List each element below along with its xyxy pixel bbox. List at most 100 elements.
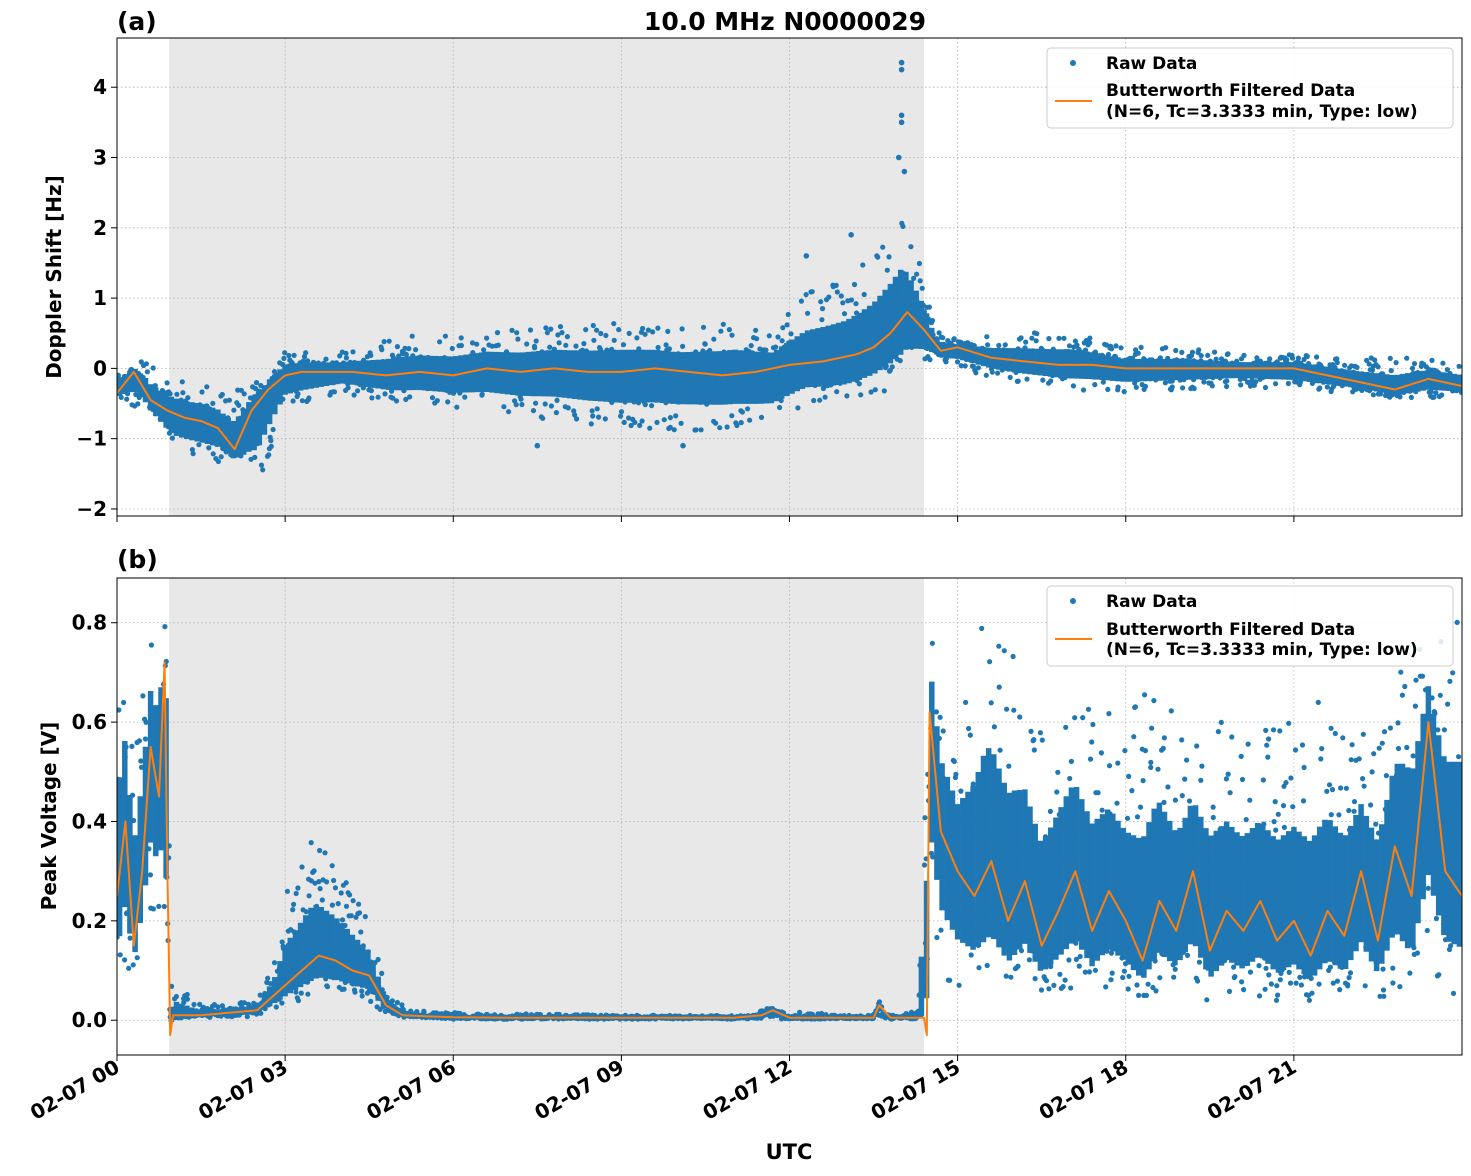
raw-data-point <box>1057 972 1062 977</box>
raw-data-point <box>621 342 626 347</box>
raw-data-point <box>581 341 586 346</box>
raw-data-point <box>984 334 989 339</box>
raw-data-point <box>1397 394 1402 399</box>
raw-data-point <box>413 347 418 352</box>
raw-data-point <box>1286 721 1291 726</box>
raw-data-point <box>920 286 925 291</box>
raw-data-point <box>780 338 785 343</box>
raw-data-point <box>914 272 919 277</box>
raw-data-point <box>590 413 595 418</box>
raw-data-point <box>519 402 524 407</box>
figure-title: 10.0 MHz N0000029 <box>644 7 926 36</box>
raw-data-point <box>589 421 594 426</box>
raw-data-point <box>767 333 772 338</box>
raw-data-point <box>272 960 277 965</box>
raw-data-point <box>1081 387 1086 392</box>
raw-data-point <box>1229 734 1234 739</box>
raw-data-point <box>1266 736 1271 741</box>
raw-data-point <box>938 928 943 933</box>
raw-data-point <box>1407 971 1412 976</box>
raw-data-point <box>1099 750 1104 755</box>
raw-data-point <box>1032 747 1037 752</box>
raw-data-point <box>627 331 632 336</box>
raw-data-point <box>210 401 215 406</box>
raw-data-point <box>199 389 204 394</box>
raw-data-point <box>305 992 310 997</box>
raw-data-point <box>1048 964 1053 969</box>
raw-data-point <box>1415 950 1420 955</box>
raw-data-point <box>1272 819 1277 824</box>
raw-data-point <box>1328 965 1333 970</box>
raw-data-point <box>656 345 661 350</box>
raw-data-point <box>211 451 216 456</box>
raw-data-point <box>820 306 825 311</box>
raw-data-point <box>718 329 723 334</box>
raw-data-point <box>122 957 127 962</box>
raw-data-point <box>116 373 121 378</box>
raw-data-point <box>996 644 1001 649</box>
raw-data-point <box>274 1004 279 1009</box>
raw-data-point <box>309 840 314 845</box>
raw-data-point <box>672 427 677 432</box>
raw-data-point <box>1046 336 1051 341</box>
raw-data-point <box>1092 382 1097 387</box>
raw-data-point <box>1389 368 1394 373</box>
raw-data-point <box>1357 756 1362 761</box>
raw-data-point <box>1180 793 1185 798</box>
raw-data-point <box>1327 782 1332 787</box>
raw-data-point <box>1211 805 1216 810</box>
raw-data-point <box>445 399 450 404</box>
raw-data-point <box>786 312 791 317</box>
legend-a-raw-label: Raw Data <box>1106 54 1197 74</box>
raw-data-point <box>339 890 344 895</box>
raw-data-point <box>320 897 325 902</box>
raw-data-point <box>1173 798 1178 803</box>
raw-data-point <box>285 889 290 894</box>
raw-data-point <box>254 380 259 385</box>
raw-data-point <box>1352 799 1357 804</box>
raw-data-point <box>1440 361 1445 366</box>
legend-a-filtered-params: (N=6, Tc=3.3333 min, Type: low) <box>1106 102 1418 122</box>
raw-data-point <box>151 365 156 370</box>
raw-data-point <box>1165 784 1170 789</box>
raw-data-point <box>1263 966 1268 971</box>
raw-data-point <box>1372 357 1377 362</box>
raw-data-point <box>596 415 601 420</box>
raw-data-point <box>740 409 745 414</box>
raw-data-point <box>1239 754 1244 759</box>
raw-data-point <box>941 728 946 733</box>
raw-data-point <box>632 420 637 425</box>
raw-data-point <box>145 369 150 374</box>
raw-data-point <box>196 442 201 447</box>
raw-data-point <box>817 398 822 403</box>
raw-data-point <box>1305 354 1310 359</box>
raw-data-point <box>979 626 984 631</box>
raw-data-point <box>459 343 464 348</box>
raw-data-point <box>1069 759 1074 764</box>
raw-data-point <box>165 380 170 385</box>
raw-data-point <box>885 268 890 273</box>
raw-data-point <box>1173 967 1178 972</box>
raw-data-point <box>532 345 537 350</box>
raw-data-point <box>1195 978 1200 983</box>
raw-data-point <box>1301 798 1306 803</box>
raw-data-point <box>1002 648 1007 653</box>
raw-data-point <box>1238 382 1243 387</box>
raw-data-point <box>501 404 506 409</box>
raw-data-point <box>1044 978 1049 983</box>
raw-data-point <box>1317 982 1322 987</box>
raw-data-point <box>382 391 387 396</box>
raw-data-point <box>406 346 411 351</box>
raw-data-point <box>295 885 300 890</box>
raw-data-point <box>622 420 627 425</box>
raw-data-point <box>1151 698 1156 703</box>
raw-data-point <box>1373 822 1378 827</box>
raw-data-point <box>1296 356 1301 361</box>
raw-data-point <box>694 427 699 432</box>
raw-data-point <box>340 917 345 922</box>
raw-data-point <box>1068 985 1073 990</box>
raw-data-point <box>1078 954 1083 959</box>
raw-data-point <box>1161 800 1166 805</box>
